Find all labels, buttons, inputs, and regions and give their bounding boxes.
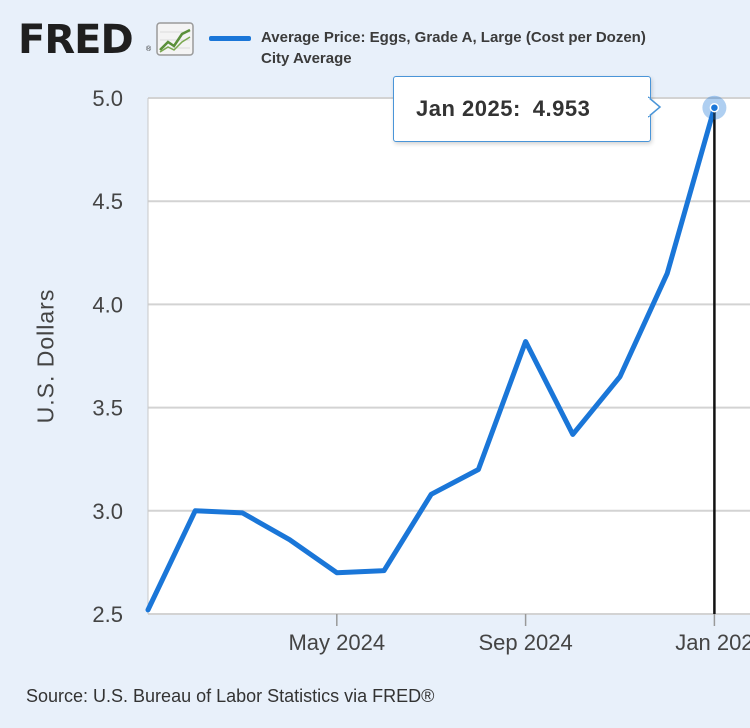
data-point[interactable]: [614, 371, 626, 383]
grid-lines: [148, 97, 750, 615]
y-tick-label: 4.0: [92, 292, 123, 317]
x-tick-label: Jan 202: [675, 630, 750, 655]
tooltip-text: Jan 2025: 4.953: [416, 96, 590, 122]
y-tick-label: 3.5: [92, 396, 123, 421]
data-point[interactable]: [567, 428, 579, 440]
data-point[interactable]: [661, 267, 673, 279]
source-note: Source: U.S. Bureau of Labor Statistics …: [26, 686, 435, 706]
y-tick-label: 5.0: [92, 86, 123, 111]
legend-swatch: [209, 36, 251, 41]
data-point[interactable]: [472, 464, 484, 476]
data-point[interactable]: [284, 534, 296, 546]
tooltip-arrow-icon: [648, 96, 662, 118]
tooltip-label: Jan 2025:: [416, 96, 521, 121]
fred-graph-icon[interactable]: [156, 22, 194, 56]
plot-area: [148, 98, 750, 614]
y-axis-ticks: 5.0 4.5 4.0 3.5 3.0 2.5: [92, 86, 123, 627]
y-tick-label: 4.5: [92, 189, 123, 214]
tooltip-value: 4.953: [532, 96, 591, 121]
x-axis-ticks: May 2024 Sep 2024 Jan 202: [288, 614, 750, 655]
series-line[interactable]: [145, 105, 717, 613]
data-point[interactable]: [378, 565, 390, 577]
data-point[interactable]: [425, 488, 437, 500]
x-tick-label: Sep 2024: [478, 630, 572, 655]
hover-tooltip: Jan 2025: 4.953: [393, 76, 651, 142]
data-point[interactable]: [236, 507, 248, 519]
data-point[interactable]: [189, 505, 201, 517]
legend-line-2: City Average: [261, 50, 352, 67]
legend-line-1: Average Price: Eggs, Grade A, Large (Cos…: [261, 29, 646, 46]
x-tick-label: May 2024: [288, 630, 385, 655]
fred-registered-mark: ®: [146, 46, 152, 53]
fred-logo[interactable]: FRED: [18, 17, 134, 63]
data-point[interactable]: [331, 567, 343, 579]
y-tick-label: 2.5: [92, 602, 123, 627]
y-axis-label: U.S. Dollars: [32, 288, 59, 424]
series-group: [142, 105, 717, 616]
data-point[interactable]: [142, 604, 154, 616]
highlight-group: [702, 95, 727, 120]
legend-label[interactable]: Average Price: Eggs, Grade A, Large (Cos…: [261, 27, 750, 69]
data-point[interactable]: [520, 336, 532, 348]
highlight-point[interactable]: [709, 102, 720, 113]
y-tick-label: 3.0: [92, 499, 123, 524]
chart-header: FRED ® Average Price: Eggs, Grade A, Lar…: [0, 0, 750, 80]
